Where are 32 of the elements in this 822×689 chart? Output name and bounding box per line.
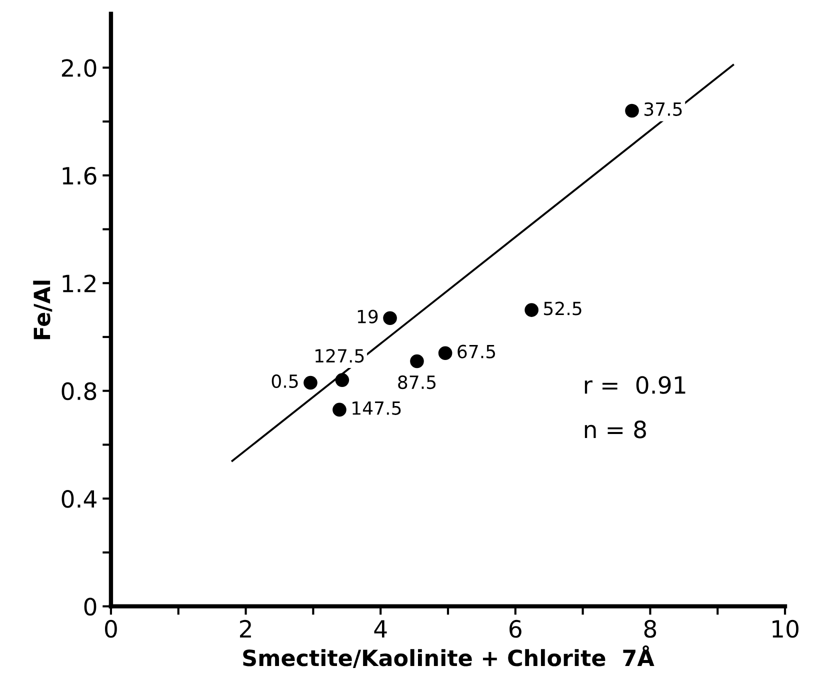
x-tick-label: 4 (374, 620, 387, 638)
point (335, 373, 350, 387)
annotation: n = 8 (584, 420, 646, 438)
annotation: 19 (358, 310, 378, 324)
annotation: 67.5 (458, 344, 496, 358)
y-tick-label: 1.2 (62, 274, 96, 292)
point (438, 346, 452, 360)
x-tick-label: 0 (105, 620, 117, 638)
x-tick-label: 10 (772, 620, 798, 638)
x-tick-label: 6 (510, 620, 522, 638)
point (383, 311, 397, 326)
y-tick-label: 0.8 (62, 382, 96, 400)
point (304, 376, 318, 390)
x-axis-title: Smectite/Kaolinite + Chlorite 7Å (243, 645, 654, 668)
point (332, 402, 346, 417)
y-tick-label: 1.6 (62, 166, 96, 185)
x-tick-label: 8 (644, 620, 656, 638)
x-tick-label: 2 (240, 620, 251, 638)
annotation: 87.5 (398, 375, 436, 390)
annotation: 52.5 (544, 302, 582, 316)
annotation: 147.5 (352, 402, 401, 415)
y-tick-label: 0 (84, 598, 96, 616)
y-axis-title: Fe/Al (33, 280, 52, 340)
annotation: 0.5 (272, 374, 298, 388)
point (625, 104, 639, 118)
point (410, 354, 424, 368)
annotation: r = 0.91 (584, 376, 686, 394)
point (524, 303, 538, 317)
y-tick-label: 0.4 (62, 490, 96, 508)
annotation: 127.5 (316, 349, 364, 363)
y-tick-label: 2.0 (62, 59, 96, 77)
annotation: 37.5 (644, 102, 682, 116)
